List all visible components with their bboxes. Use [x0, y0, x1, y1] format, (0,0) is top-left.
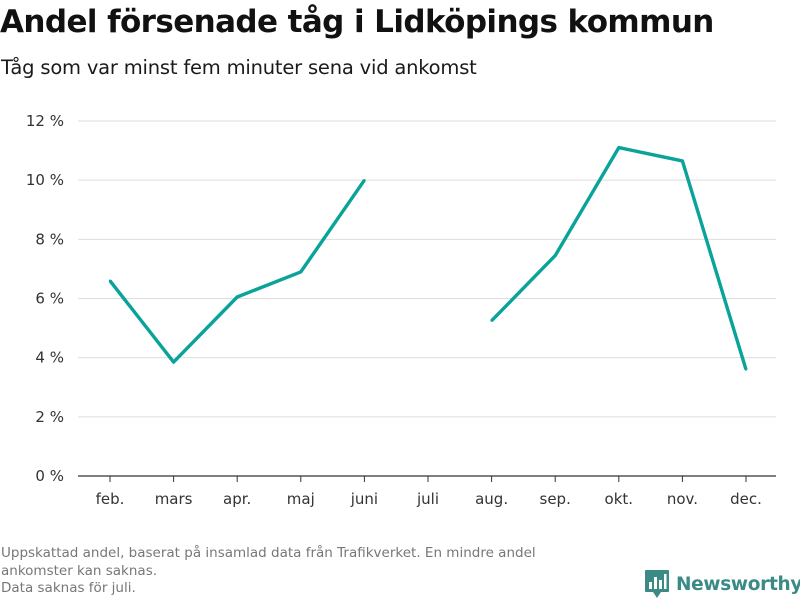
y-tick-label: 12 %	[26, 112, 64, 130]
x-tick-label: okt.	[605, 490, 634, 508]
footnote-line-1: Uppskattad andel, baserat på insamlad da…	[1, 545, 536, 561]
x-tick-label: nov.	[667, 490, 698, 508]
series-line-segment	[490, 145, 748, 370]
x-tick-label: feb.	[96, 490, 125, 508]
x-tick-label: maj	[287, 490, 315, 508]
data-point	[681, 159, 684, 163]
x-tick-label: juli	[416, 490, 439, 508]
brand-name: Newsworthy	[676, 573, 800, 595]
y-tick-label: 8 %	[35, 230, 64, 248]
chart-title: Andel försenade tåg i Lidköpings kommun	[0, 4, 714, 40]
y-tick-label: 4 %	[35, 349, 64, 367]
x-tick-label: juni	[350, 490, 378, 508]
data-point	[490, 319, 493, 322]
data-point	[108, 279, 112, 282]
chart-subtitle: Tåg som var minst fem minuter sena vid a…	[1, 56, 477, 79]
gridlines	[78, 120, 776, 477]
y-tick-label: 0 %	[35, 467, 64, 485]
footnote-line-3: Data saknas för juli.	[1, 580, 136, 596]
x-tick-label: mars	[155, 490, 193, 508]
y-tick-label: 6 %	[35, 290, 64, 308]
x-tick-label: dec.	[730, 490, 762, 508]
line-chart: 0 % 2 % 4 % 6 % 8 % 10 % 12 % feb. mars apr. maj j…	[26, 112, 776, 508]
x-tick-label: sep.	[540, 490, 571, 508]
y-tick-label: 10 %	[26, 171, 64, 189]
data-point	[172, 360, 175, 364]
data-point	[299, 270, 302, 274]
footnote: Uppskattad andel, baserat på insamlad da…	[1, 545, 631, 598]
footnote-line-2: ankomster kan saknas.	[1, 562, 158, 579]
newsworthy-logo-icon	[645, 570, 669, 598]
data-point	[617, 146, 620, 149]
data-series	[108, 145, 748, 371]
data-point	[363, 178, 366, 182]
x-tick-label: aug.	[475, 490, 508, 508]
x-axis-ticks: feb. mars apr. maj juni juli aug. sep. okt. nov. d…	[96, 476, 762, 508]
brand-logo[interactable]: Newsworthy	[644, 569, 800, 599]
series-line-segment	[108, 179, 366, 364]
y-axis-ticks: 0 % 2 % 4 % 6 % 8 % 10 % 12 %	[26, 112, 64, 485]
y-tick-label: 2 %	[35, 408, 64, 426]
data-point	[236, 295, 239, 299]
x-tick-label: apr.	[223, 490, 251, 508]
data-point	[554, 254, 557, 257]
data-point	[744, 368, 748, 371]
